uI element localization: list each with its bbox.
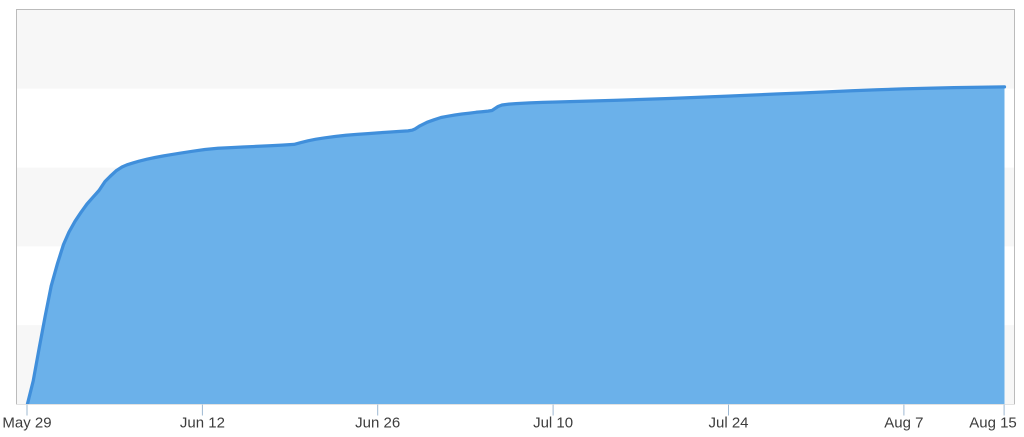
svg-text:Jul 24: Jul 24 [708, 415, 748, 432]
svg-text:Jul 10: Jul 10 [533, 415, 573, 432]
svg-text:May 29: May 29 [2, 415, 51, 432]
svg-text:Aug 7: Aug 7 [884, 415, 923, 432]
svg-text:Jun 12: Jun 12 [180, 415, 225, 432]
svg-text:Jun 26: Jun 26 [355, 415, 400, 432]
svg-text:Aug 15: Aug 15 [969, 415, 1017, 432]
